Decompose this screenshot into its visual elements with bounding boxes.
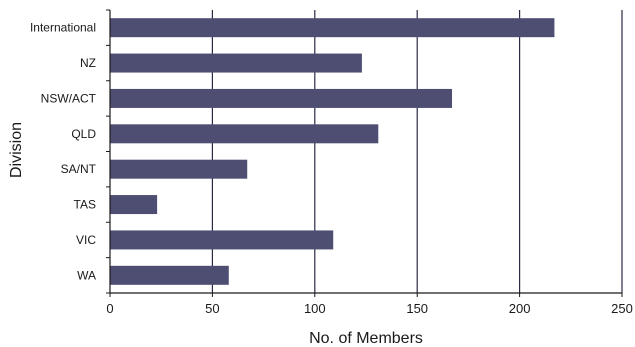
bar-international: [110, 18, 555, 38]
bar-tas: [110, 195, 158, 215]
category-label-sa-nt: SA/NT: [61, 162, 97, 176]
category-label-international: International: [30, 21, 96, 35]
category-label-vic: VIC: [76, 233, 96, 247]
bar-nsw-act: [110, 88, 453, 108]
x-tick-label-250: 250: [611, 301, 633, 316]
category-label-nz: NZ: [80, 56, 96, 70]
bar-qld: [110, 124, 379, 144]
category-label-nsw-act: NSW/ACT: [41, 91, 97, 105]
bars: [110, 18, 555, 285]
x-tick-labels: 0 50 100 150 200 250: [106, 301, 632, 316]
x-tick-label-50: 50: [205, 301, 219, 316]
x-tick-label-200: 200: [509, 301, 531, 316]
category-label-qld: QLD: [71, 127, 96, 141]
bar-sa-nt: [110, 159, 248, 179]
x-axis-title: No. of Members: [309, 330, 423, 347]
category-label-tas: TAS: [74, 198, 96, 212]
category-labels: International NZ NSW/ACT QLD SA/NT TAS VIC WA: [30, 21, 97, 283]
x-tick-label-150: 150: [406, 301, 428, 316]
x-tick-label-100: 100: [304, 301, 326, 316]
x-tick-label-0: 0: [106, 301, 113, 316]
category-label-wa: WA: [77, 268, 96, 282]
bar-nz: [110, 53, 362, 73]
y-axis-title: Division: [8, 122, 25, 178]
grid-lines: [211, 10, 623, 293]
axes: [106, 9, 623, 297]
bar-vic: [110, 230, 334, 250]
bar-wa: [110, 265, 229, 285]
